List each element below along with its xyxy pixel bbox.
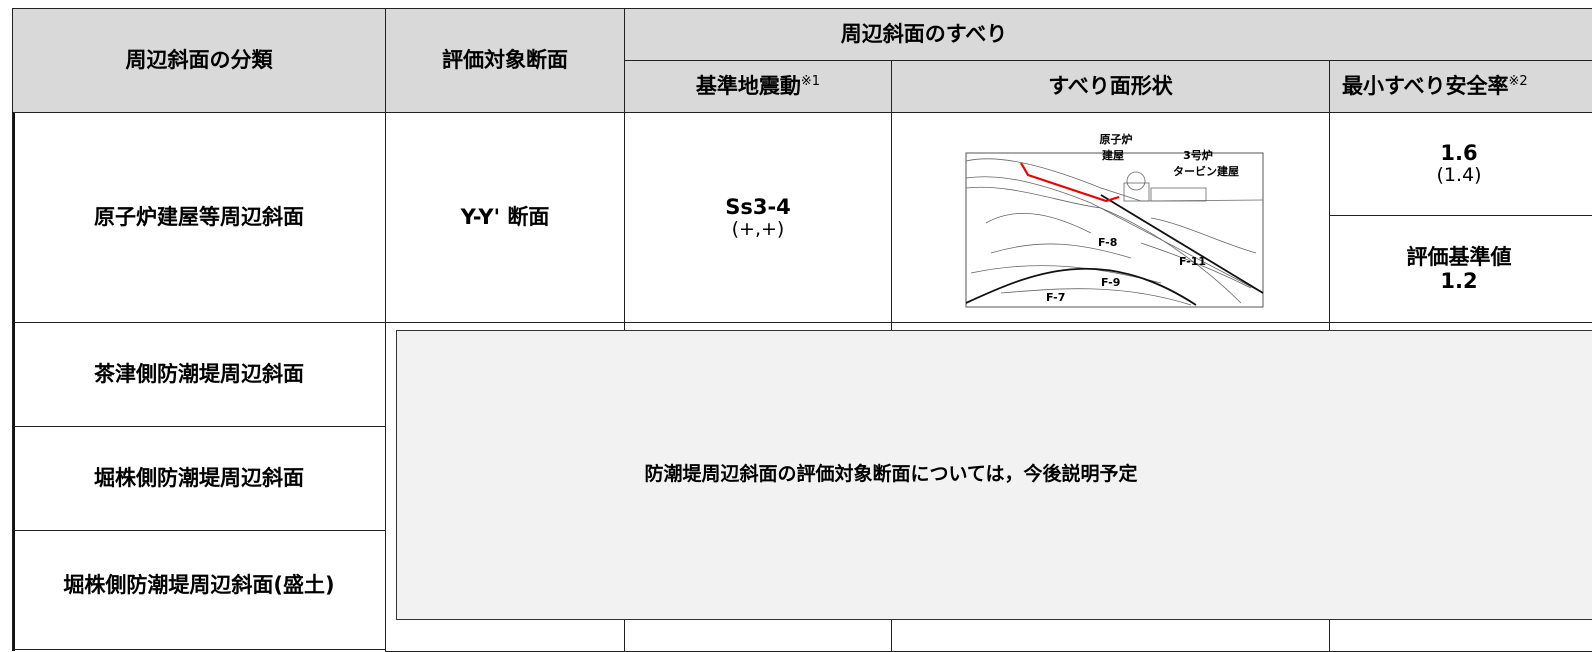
cell-text: Ss3-4 bbox=[725, 194, 791, 219]
cell-text: 1.2 bbox=[1440, 269, 1478, 293]
slip-surface bbox=[1019, 161, 1119, 202]
figure-label: 3号炉 bbox=[1183, 148, 1213, 162]
figure-label: F-7 bbox=[1046, 291, 1065, 304]
cell-text: 原子炉建屋等周辺斜面 bbox=[94, 205, 304, 230]
cell-text: 堀株側防潮堤周辺斜面 bbox=[94, 466, 304, 491]
figure-label: 建屋 bbox=[1102, 148, 1124, 162]
cell-text: 茶津側防潮堤周辺斜面 bbox=[94, 362, 304, 387]
header-text: 評価対象断面 bbox=[442, 48, 568, 73]
cell: 1.6 (1.4) bbox=[1329, 112, 1592, 216]
cell: 原子炉 建屋 3号炉 タービン建屋 F-8 F-11 F-9 F-7 bbox=[891, 112, 1330, 323]
header-cell: 最小すべり安全率※2 bbox=[1329, 60, 1592, 113]
cell-text: 評価基準値 bbox=[1406, 244, 1512, 269]
cell: Y-Y' 断面 bbox=[385, 112, 625, 323]
figure-label: F-9 bbox=[1101, 276, 1120, 289]
cell: Ss3-4 (+,+) bbox=[624, 112, 892, 323]
header-cell: 周辺斜面の分類 bbox=[12, 8, 386, 113]
cell-text: Y-Y' 断面 bbox=[460, 205, 550, 230]
cell: 堀株側防潮堤周辺斜面(盛土) bbox=[12, 530, 386, 650]
footnote-mark: ※2 bbox=[1508, 74, 1528, 90]
header-text: すべり面形状 bbox=[1048, 74, 1173, 99]
header-cell: すべり面形状 bbox=[891, 60, 1330, 113]
cell: 原子炉建屋等周辺斜面 bbox=[12, 112, 386, 323]
header-text: 基準地震動 bbox=[695, 74, 801, 99]
footnote-mark: ※1 bbox=[800, 74, 821, 90]
cell-text: 1.6 bbox=[1440, 141, 1478, 165]
header-text: 最小すべり安全率 bbox=[1342, 74, 1509, 99]
cell: 評価基準値 1.2 bbox=[1329, 215, 1592, 323]
header-cell: 評価対象断面 bbox=[385, 8, 625, 113]
figure-label: F-11 bbox=[1179, 255, 1206, 268]
section-figure: 原子炉 建屋 3号炉 タービン建屋 F-8 F-11 F-9 F-7 bbox=[965, 132, 1263, 307]
figure-label: F-8 bbox=[1098, 236, 1117, 249]
cell: 茶津側防潮堤周辺斜面 bbox=[12, 322, 386, 427]
header-text: 周辺斜面の分類 bbox=[125, 48, 273, 73]
figure-label: 原子炉 bbox=[1099, 132, 1132, 146]
cell-text: (1.4) bbox=[1436, 164, 1482, 187]
header-text: 周辺斜面のすべり bbox=[840, 22, 1008, 47]
header-cell: 周辺斜面のすべり bbox=[624, 8, 1592, 61]
figure-label: タービン建屋 bbox=[1173, 164, 1239, 178]
header-cell: 基準地震動※1 bbox=[624, 60, 892, 113]
figure-frame bbox=[965, 152, 1263, 307]
cell-text: (+,+) bbox=[731, 217, 785, 240]
overlay-note: 防潮堤周辺斜面の評価対象断面については，今後説明予定 bbox=[396, 330, 1592, 620]
cell-text: 堀株側防潮堤周辺斜面(盛土) bbox=[63, 572, 335, 597]
overlay-text: 防潮堤周辺斜面の評価対象断面については，今後説明予定 bbox=[644, 463, 1138, 486]
cell: 堀株側防潮堤周辺斜面 bbox=[12, 426, 386, 531]
